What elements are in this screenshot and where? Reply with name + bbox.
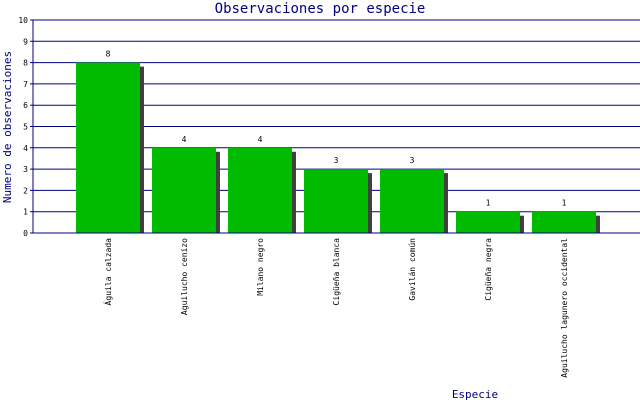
category-label: Águila calzada bbox=[102, 238, 113, 306]
bar-value-label: 3 bbox=[334, 156, 339, 165]
bar bbox=[152, 147, 216, 233]
y-tick-label: 10 bbox=[18, 16, 28, 25]
y-axis-title: Numero de observaciones bbox=[1, 51, 14, 203]
y-tick-label: 1 bbox=[23, 208, 28, 217]
bar bbox=[76, 62, 140, 233]
category-label: Cigüeña blanca bbox=[332, 238, 341, 306]
bar-value-label: 1 bbox=[486, 199, 491, 208]
category-label: Gavilán común bbox=[408, 238, 417, 301]
y-tick-label: 4 bbox=[23, 144, 28, 153]
category-label: Aguilucho cenizo bbox=[180, 238, 189, 315]
bar bbox=[456, 211, 520, 233]
bar-value-label: 8 bbox=[106, 50, 111, 59]
bar-value-label: 1 bbox=[562, 199, 567, 208]
y-tick-label: 2 bbox=[23, 186, 28, 195]
category-label: Cigüeña negra bbox=[484, 238, 493, 301]
bar bbox=[304, 169, 368, 233]
y-tick-labels: 0 1 2 3 4 5 6 7 8 9 10 bbox=[18, 16, 28, 238]
axes bbox=[32, 20, 640, 234]
y-tick-label: 3 bbox=[23, 165, 28, 174]
bar bbox=[380, 169, 444, 233]
category-labels: Águila calzada Aguilucho cenizo Milano neg… bbox=[102, 238, 569, 378]
category-label: Aguilucho lagunero occidental bbox=[560, 238, 569, 378]
bar-value-label: 4 bbox=[258, 135, 263, 144]
y-tick-label: 6 bbox=[23, 101, 28, 110]
bars bbox=[76, 62, 596, 233]
y-tick-label: 5 bbox=[23, 123, 28, 132]
bar bbox=[532, 211, 596, 233]
x-axis-title: Especie bbox=[452, 388, 498, 400]
bar-value-label: 4 bbox=[182, 135, 187, 144]
bar-value-label: 3 bbox=[410, 156, 415, 165]
y-tick-label: 8 bbox=[23, 59, 28, 68]
chart-title: Observaciones por especie bbox=[214, 1, 426, 17]
y-tick-label: 7 bbox=[23, 80, 28, 89]
bar bbox=[228, 147, 292, 233]
category-label: Milano negro bbox=[256, 238, 265, 296]
value-labels: 8 4 4 3 3 1 1 bbox=[106, 50, 567, 208]
y-tick-label: 0 bbox=[23, 229, 28, 238]
y-tick-label: 9 bbox=[23, 37, 28, 46]
